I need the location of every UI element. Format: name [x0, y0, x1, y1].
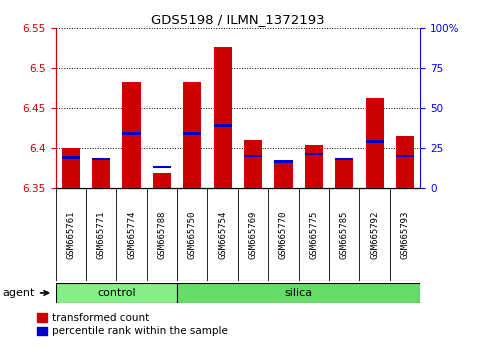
Text: GSM665754: GSM665754 — [218, 210, 227, 259]
Text: GSM665788: GSM665788 — [157, 210, 167, 259]
Text: agent: agent — [2, 288, 35, 298]
Bar — [92, 160, 110, 188]
Bar — [183, 82, 201, 188]
Bar — [177, 283, 420, 303]
Bar — [305, 145, 323, 188]
Bar — [274, 161, 293, 188]
Text: GSM665761: GSM665761 — [66, 210, 75, 259]
Text: GSM665770: GSM665770 — [279, 210, 288, 259]
Text: GSM665775: GSM665775 — [309, 210, 318, 259]
Text: GSM665792: GSM665792 — [370, 210, 379, 259]
Bar — [62, 156, 80, 159]
Bar — [274, 160, 293, 162]
Text: silica: silica — [284, 288, 313, 298]
Bar — [366, 98, 384, 188]
Bar — [244, 155, 262, 157]
Bar — [153, 173, 171, 188]
Text: GSM665774: GSM665774 — [127, 210, 136, 259]
Title: GDS5198 / ILMN_1372193: GDS5198 / ILMN_1372193 — [151, 13, 325, 26]
Bar — [366, 140, 384, 143]
Text: GSM665793: GSM665793 — [400, 210, 410, 259]
Bar — [396, 136, 414, 188]
Bar — [92, 158, 110, 160]
Text: GSM665769: GSM665769 — [249, 210, 257, 259]
Text: control: control — [97, 288, 136, 298]
Bar — [244, 140, 262, 188]
Bar — [305, 153, 323, 155]
Bar — [183, 132, 201, 135]
Bar — [122, 82, 141, 188]
Text: GSM665771: GSM665771 — [97, 210, 106, 259]
Bar — [122, 132, 141, 135]
Text: GSM665750: GSM665750 — [188, 210, 197, 259]
Bar — [153, 166, 171, 168]
Bar — [56, 283, 177, 303]
Bar — [396, 155, 414, 157]
Bar — [62, 148, 80, 188]
Legend: transformed count, percentile rank within the sample: transformed count, percentile rank withi… — [37, 313, 228, 336]
Bar — [213, 124, 232, 127]
Bar — [335, 158, 354, 160]
Text: GSM665785: GSM665785 — [340, 210, 349, 259]
Bar — [335, 160, 354, 188]
Bar — [213, 47, 232, 188]
